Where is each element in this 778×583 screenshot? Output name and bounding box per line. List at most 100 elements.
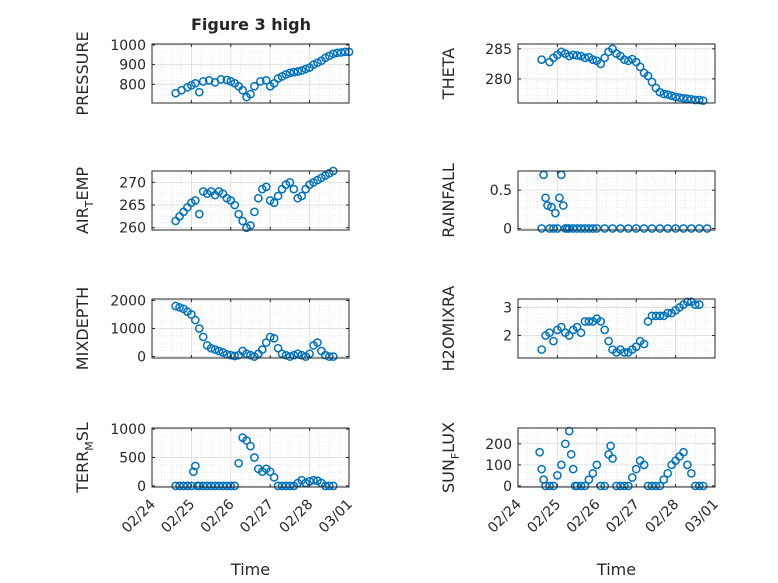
data-point	[545, 328, 554, 338]
data-point	[246, 441, 255, 451]
y-tick-label: 900	[119, 58, 146, 74]
data-point	[566, 449, 576, 459]
axes-box	[517, 43, 716, 104]
data-point	[535, 447, 545, 457]
x-tick-label: 02/25	[524, 497, 564, 537]
data-point	[580, 53, 590, 63]
data-point	[687, 468, 696, 478]
data-point	[576, 481, 586, 491]
data-point	[277, 349, 287, 359]
data-point	[635, 62, 645, 72]
data-point	[293, 67, 303, 76]
data-point	[230, 200, 240, 210]
x-axis-label: Time	[596, 560, 636, 579]
data-point	[576, 328, 586, 338]
data-point	[600, 325, 610, 335]
data-point	[332, 48, 342, 58]
data-point	[541, 193, 550, 203]
y-axis-label: TERRMSL	[73, 422, 96, 494]
series-markers	[171, 47, 354, 102]
data-point	[269, 473, 279, 482]
data-point	[545, 481, 554, 491]
data-point	[553, 471, 562, 480]
series-markers	[535, 426, 708, 491]
y-tick-label: 0	[137, 350, 146, 366]
data-point	[289, 67, 299, 77]
axes-box	[517, 170, 716, 231]
data-point	[620, 348, 629, 357]
data-point	[309, 475, 318, 485]
data-point	[647, 77, 657, 87]
data-point	[297, 350, 307, 360]
data-point	[549, 336, 558, 346]
data-point	[694, 481, 704, 491]
y-tick-label: 500	[119, 451, 146, 467]
data-point	[190, 315, 200, 325]
y-tick-label: 0	[503, 479, 512, 495]
data-point	[261, 182, 271, 192]
y-tick-label: 2	[503, 329, 512, 345]
data-point	[600, 53, 610, 63]
y-axis-label: RAINFALL	[439, 163, 458, 238]
data-point	[216, 75, 226, 84]
data-point	[285, 481, 295, 491]
data-point	[623, 481, 633, 491]
data-point	[206, 343, 216, 353]
plot-area	[518, 44, 715, 103]
x-tick-label: 02/27	[603, 497, 643, 537]
y-tick-label: 260	[119, 221, 146, 237]
data-point	[171, 301, 180, 311]
data-point	[301, 64, 311, 74]
data-point	[261, 338, 271, 347]
y-tick-label: 100	[485, 458, 512, 474]
data-point	[190, 461, 200, 471]
data-point	[273, 191, 283, 201]
data-point	[643, 317, 653, 326]
data-point	[551, 208, 560, 218]
data-point	[328, 352, 338, 361]
data-point	[289, 184, 299, 194]
data-point	[584, 317, 594, 326]
data-point	[226, 481, 236, 491]
data-point	[694, 300, 704, 309]
y-tick-label: 270	[119, 175, 146, 191]
data-point	[257, 345, 267, 354]
subplot-air-temp: 260 265 270 AIRTEMP	[73, 167, 350, 237]
axes-box	[517, 427, 716, 488]
data-point	[572, 51, 582, 60]
y-axis-label: H2OMIXRA	[439, 286, 458, 372]
data-point	[620, 481, 629, 491]
subplot-sun-flux: 0 100 200 SUNFLUX 02/24 02/25 02/26 02/27 02/28 0…	[439, 422, 722, 579]
data-point	[604, 336, 613, 346]
y-axis-label: AIRTEMP	[73, 167, 96, 234]
data-point	[580, 481, 590, 491]
data-point	[238, 85, 247, 95]
data-point	[683, 297, 692, 307]
data-point	[234, 209, 244, 219]
data-point	[698, 96, 708, 105]
data-point	[250, 207, 259, 217]
data-point	[537, 464, 546, 474]
y-tick-label: 0.5	[490, 183, 512, 199]
figure-title: Figure 3 high	[191, 15, 311, 34]
data-point	[328, 49, 338, 59]
data-point	[210, 345, 220, 354]
data-point	[639, 460, 649, 470]
data-point	[655, 481, 665, 491]
data-point	[189, 467, 198, 477]
data-point	[293, 349, 303, 359]
data-point	[631, 342, 641, 352]
x-tick-label: 02/26	[198, 496, 238, 536]
y-tick-label: 1000	[110, 322, 146, 338]
series-markers	[171, 301, 338, 361]
subplot-theta: 280 285 THETA	[439, 42, 716, 105]
data-point	[608, 454, 617, 463]
y-tick-label: 200	[485, 437, 512, 453]
data-point	[659, 475, 669, 484]
data-point	[285, 352, 295, 361]
data-point	[269, 198, 279, 208]
data-point	[690, 300, 700, 309]
y-tick-label: 0	[503, 221, 512, 237]
y-tick-label: 800	[119, 77, 146, 93]
x-tick-label: 02/28	[277, 497, 317, 537]
